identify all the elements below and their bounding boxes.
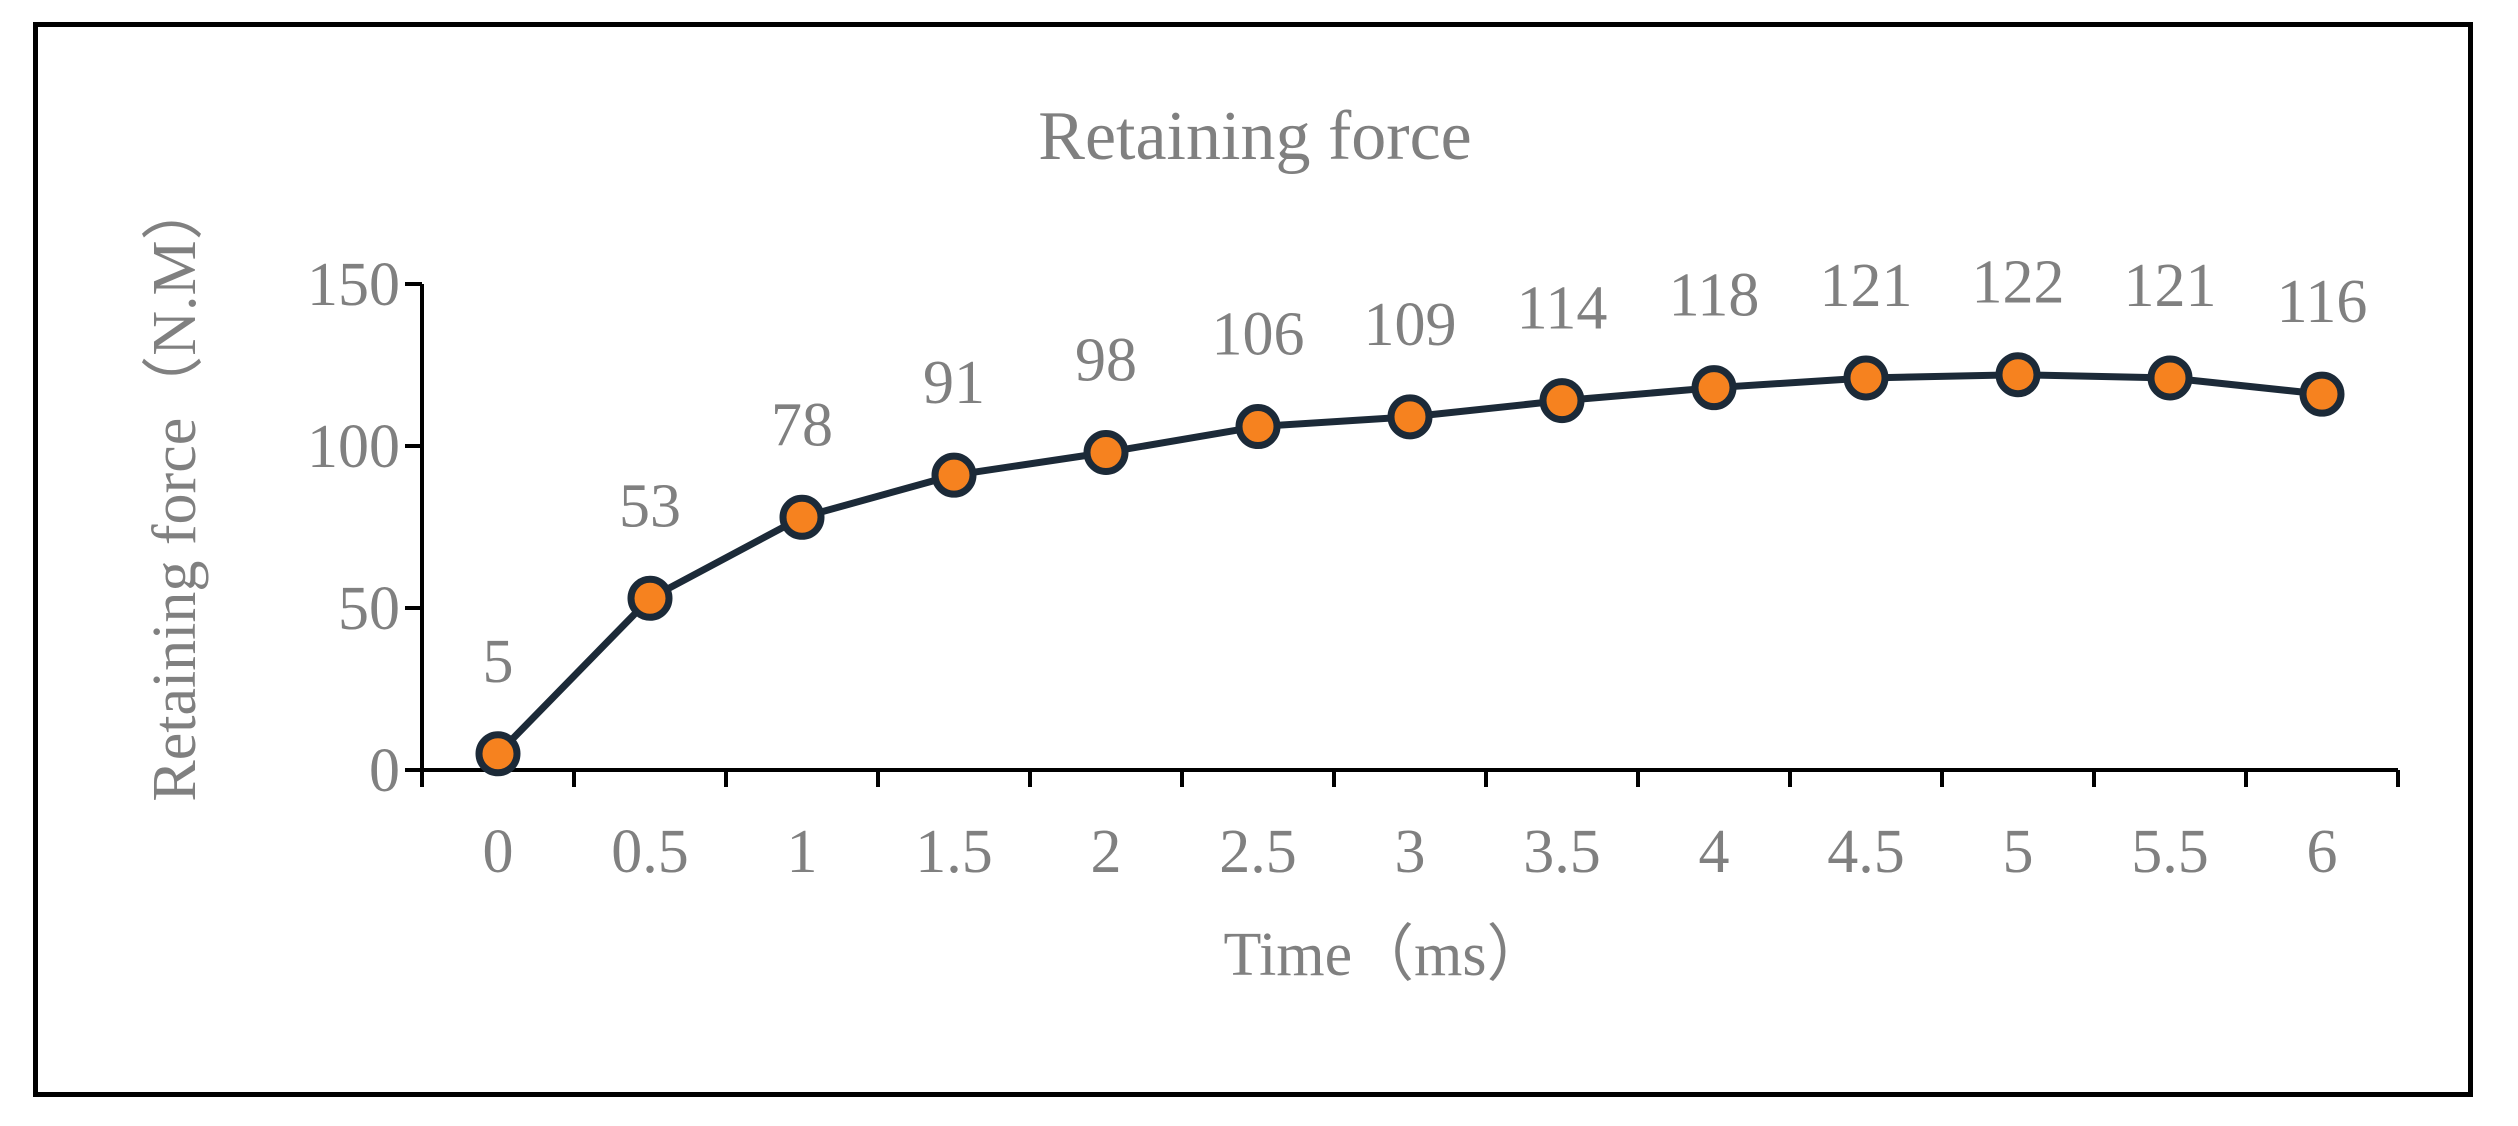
data-label: 5 xyxy=(483,628,514,696)
data-point xyxy=(1691,365,1737,411)
data-label: 121 xyxy=(1820,252,1913,320)
data-point xyxy=(1083,429,1129,475)
x-tick-label: 1 xyxy=(787,818,818,886)
data-point xyxy=(2299,371,2345,417)
x-tick-label: 1.5 xyxy=(915,818,993,886)
x-tick-label: 2.5 xyxy=(1219,818,1297,886)
x-tick-label: 5 xyxy=(2003,818,2034,886)
data-point xyxy=(1387,394,1433,440)
x-tick-label: 4 xyxy=(1699,818,1730,886)
data-point xyxy=(931,452,977,498)
data-labels: 5 53 78 91 98 106 109 114 118 121 122 121 116 xyxy=(483,249,2368,696)
data-label: 53 xyxy=(619,472,681,540)
x-tick-label: 0.5 xyxy=(611,818,689,886)
x-tick-label: 3.5 xyxy=(1523,818,1601,886)
x-tick-label: 0 xyxy=(483,818,514,886)
data-point xyxy=(1843,355,1889,401)
y-tick-label: 150 xyxy=(307,251,400,319)
x-tick-label: 2 xyxy=(1091,818,1122,886)
data-label: 118 xyxy=(1669,262,1760,330)
y-tick-label: 50 xyxy=(338,575,400,643)
series-line-group xyxy=(475,352,2345,777)
data-label: 106 xyxy=(1212,301,1305,369)
data-label: 109 xyxy=(1364,291,1457,359)
x-tick-label: 4.5 xyxy=(1827,818,1905,886)
data-point xyxy=(475,731,521,777)
x-axis-title: Time（ms） xyxy=(1223,921,1548,989)
data-label: 78 xyxy=(771,391,833,459)
x-tick-label: 5.5 xyxy=(2131,818,2209,886)
data-label: 121 xyxy=(2124,252,2217,320)
data-point xyxy=(2147,355,2193,401)
data-label: 91 xyxy=(923,349,985,417)
data-point xyxy=(779,494,825,540)
x-tick-label: 3 xyxy=(1395,818,1426,886)
data-point xyxy=(1995,352,2041,398)
x-tick-label: 6 xyxy=(2307,818,2338,886)
data-label: 114 xyxy=(1517,275,1608,343)
axes: 0 50 100 150 0 0.5 1 1.5 2 2.5 3 3.5 4 4.5 5 5.5 6 xyxy=(307,251,2400,886)
y-axis-title: Retaining force（N.M） xyxy=(141,178,209,801)
data-point xyxy=(1235,404,1281,450)
chart-title: Retaining force xyxy=(1038,98,1471,175)
y-tick-label: 0 xyxy=(369,737,400,805)
data-point xyxy=(1539,378,1585,424)
y-tick-label: 100 xyxy=(307,413,400,481)
data-point xyxy=(627,575,673,621)
data-label: 116 xyxy=(2277,268,2368,336)
data-label: 122 xyxy=(1972,249,2065,317)
chart-frame xyxy=(33,22,2473,1097)
data-label: 98 xyxy=(1075,326,1137,394)
